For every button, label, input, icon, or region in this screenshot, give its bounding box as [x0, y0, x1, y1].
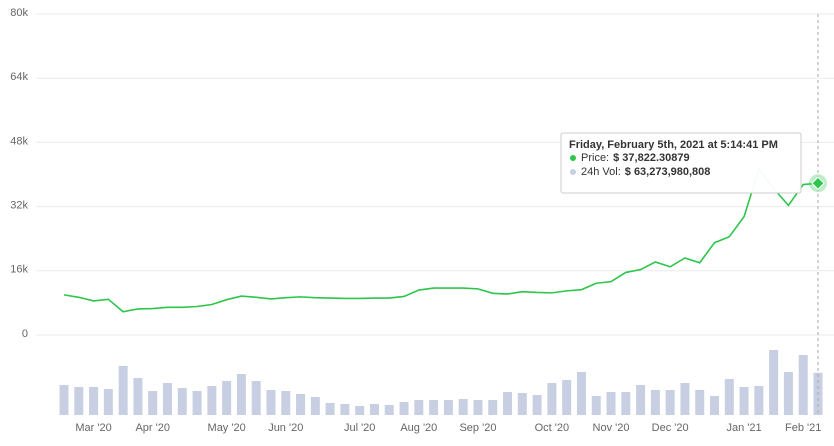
volume-bar — [236, 374, 246, 415]
volume-bar — [148, 391, 158, 415]
tooltip-dot — [570, 155, 576, 161]
volume-bar — [192, 391, 202, 415]
volume-bar — [517, 393, 527, 415]
tooltip-box — [560, 132, 802, 194]
x-tick-label: Jul '20 — [344, 422, 375, 434]
volume-bar — [74, 387, 84, 415]
volume-bar — [754, 386, 764, 415]
volume-bar — [739, 387, 749, 415]
volume-bar — [281, 391, 291, 415]
tooltip-dot — [570, 169, 576, 175]
volume-bar — [443, 400, 453, 415]
volume-bar — [798, 355, 808, 415]
x-tick-label: Dec '20 — [652, 422, 689, 434]
volume-bar — [266, 390, 276, 415]
volume-bar — [606, 392, 616, 415]
volume-bar — [532, 395, 542, 415]
volume-bar — [636, 385, 646, 415]
volume-bar — [695, 390, 705, 415]
volume-bar — [769, 350, 779, 415]
volume-bar — [59, 385, 69, 415]
x-tick-label: Aug '20 — [400, 422, 437, 434]
volume-bar — [724, 379, 734, 415]
y-tick-label: 48k — [10, 135, 28, 147]
y-tick-label: 0 — [22, 328, 28, 340]
volume-bar — [369, 404, 379, 415]
x-tick-label: May '20 — [208, 422, 246, 434]
volume-bar — [296, 394, 306, 415]
x-tick-label: Jan '21 — [727, 422, 762, 434]
volume-bar — [710, 396, 720, 415]
volume-bar — [207, 386, 217, 415]
volume-bar — [133, 378, 143, 415]
x-tick-label: Apr '20 — [135, 422, 170, 434]
volume-bar — [488, 400, 498, 415]
volume-bar — [458, 399, 468, 415]
volume-bar — [429, 400, 439, 415]
y-tick-label: 80k — [10, 7, 28, 19]
volume-bar — [251, 381, 261, 415]
volume-bar — [325, 403, 335, 415]
tooltip-value: $ 37,822.30879 — [613, 152, 689, 164]
x-tick-label: Oct '20 — [535, 422, 570, 434]
volume-bar — [177, 388, 187, 415]
volume-bar — [783, 372, 793, 415]
volume-bar — [340, 404, 350, 415]
volume-bar — [89, 387, 99, 415]
x-tick-label: Jun '20 — [268, 422, 303, 434]
volume-bar — [621, 392, 631, 415]
volume-bar — [162, 383, 172, 415]
y-tick-label: 16k — [10, 264, 28, 276]
volume-bar — [665, 390, 675, 415]
tooltip-name: Price: — [581, 152, 609, 164]
x-tick-label: Mar '20 — [75, 422, 111, 434]
volume-bar — [414, 400, 424, 415]
volume-bar — [399, 402, 409, 415]
volume-bar — [547, 383, 557, 415]
volume-bar — [310, 397, 320, 415]
volume-bar — [384, 405, 394, 415]
hover-marker — [811, 176, 825, 190]
x-tick-label: Feb '21 — [785, 422, 821, 434]
tooltip-value: $ 63,273,980,808 — [625, 166, 711, 178]
volume-bar — [355, 406, 365, 415]
tooltip: Friday, February 5th, 2021 at 5:14:41 PM… — [560, 132, 802, 194]
volume-bar — [222, 381, 232, 415]
volume-bar — [576, 372, 586, 415]
tooltip-name: 24h Vol: — [581, 166, 621, 178]
tooltip-title: Friday, February 5th, 2021 at 5:14:41 PM — [569, 139, 778, 151]
y-tick-label: 32k — [10, 200, 28, 212]
x-tick-label: Nov '20 — [593, 422, 630, 434]
price-line — [63, 167, 819, 313]
x-tick-label: Sep '20 — [459, 422, 496, 434]
volume-bar — [503, 392, 513, 415]
volume-bar — [680, 383, 690, 415]
volume-bar — [103, 389, 113, 415]
volume-bar — [118, 366, 128, 415]
volume-bar — [650, 390, 660, 415]
volume-bar — [473, 400, 483, 415]
y-tick-label: 64k — [10, 71, 28, 83]
volume-bar — [562, 380, 572, 415]
volume-bar — [591, 396, 601, 415]
